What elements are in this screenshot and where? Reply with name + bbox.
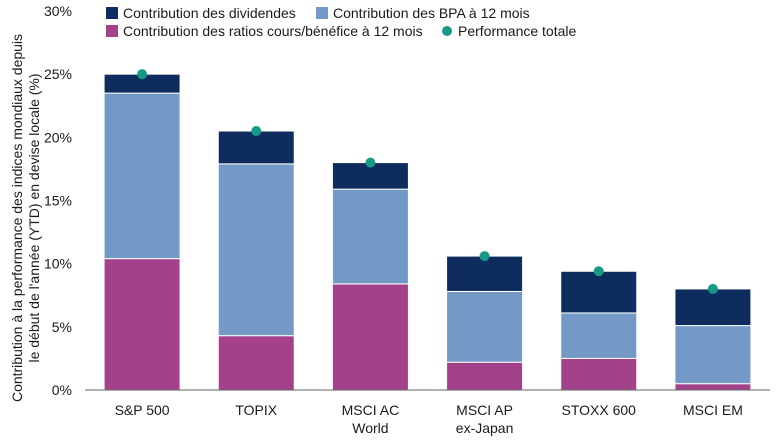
x-axis-labels: S&P 500 TOPIX MSCI AC World MSCI AP ex-Japan S… xyxy=(115,402,743,436)
legend-swatch xyxy=(106,7,118,19)
bar-segment-pe xyxy=(103,258,181,391)
y-tick-label: 10% xyxy=(44,256,72,272)
y-axis: 0% 5% 10% 15% 20% 25% 30% xyxy=(44,3,72,398)
bar-segment-dividend xyxy=(217,130,295,165)
total-performance-point xyxy=(365,157,376,168)
legend: Contribution des dividendes Contribution … xyxy=(106,5,576,39)
total-markers xyxy=(137,69,718,294)
bar-segment-eps xyxy=(560,312,638,359)
bar-segment-dividend xyxy=(674,288,752,327)
legend-label: Contribution des BPA à 12 mois xyxy=(333,5,530,21)
bar-segment-eps xyxy=(103,92,181,260)
bar-segment-dividend xyxy=(560,270,638,314)
y-tick-label: 15% xyxy=(44,193,72,209)
bar-segment-pe xyxy=(446,361,524,391)
legend-label: Contribution des dividendes xyxy=(123,5,296,21)
y-tick-label: 5% xyxy=(52,319,72,335)
y-tick-label: 30% xyxy=(44,3,72,19)
x-category-label: MSCI EM xyxy=(683,402,743,418)
x-category-label: ex-Japan xyxy=(456,420,514,436)
y-tick-label: 0% xyxy=(52,382,72,398)
legend-label: Contribution des ratios cours/bénéfice à… xyxy=(123,23,423,39)
y-axis-title-line-1: Contribution à la performance des indice… xyxy=(9,34,25,402)
bar-segment-eps xyxy=(217,163,295,337)
bar-segment-pe xyxy=(674,383,752,391)
bar-segment-pe xyxy=(217,335,295,391)
bar-segment-pe xyxy=(560,357,638,391)
x-category-label: STOXX 600 xyxy=(562,402,637,418)
y-tick-label: 20% xyxy=(44,129,72,145)
total-performance-point xyxy=(593,266,604,277)
bar-segment-eps xyxy=(331,188,409,285)
x-category-label: S&P 500 xyxy=(115,402,170,418)
x-category-label: TOPIX xyxy=(235,402,277,418)
bar-segment-eps xyxy=(674,325,752,385)
legend-label: Performance totale xyxy=(458,23,576,39)
legend-marker-total xyxy=(442,26,452,36)
total-performance-point xyxy=(137,69,148,80)
bar-segment-eps xyxy=(446,290,524,363)
x-category-label: World xyxy=(352,420,388,436)
y-axis-title-line-2: le début de l'année (YTD) en devise loca… xyxy=(26,73,42,362)
y-tick-label: 25% xyxy=(44,66,72,82)
legend-swatch xyxy=(316,7,328,19)
x-category-label: MSCI AP xyxy=(456,402,513,418)
legend-swatch xyxy=(106,25,118,37)
bars xyxy=(103,73,752,391)
total-performance-point xyxy=(251,126,262,137)
bar-segment-dividend xyxy=(446,255,524,292)
x-category-label: MSCI AC xyxy=(342,402,400,418)
total-performance-point xyxy=(707,283,718,294)
total-performance-point xyxy=(479,251,490,262)
bar-segment-pe xyxy=(331,283,409,391)
y-axis-title: Contribution à la performance des indice… xyxy=(9,34,42,402)
